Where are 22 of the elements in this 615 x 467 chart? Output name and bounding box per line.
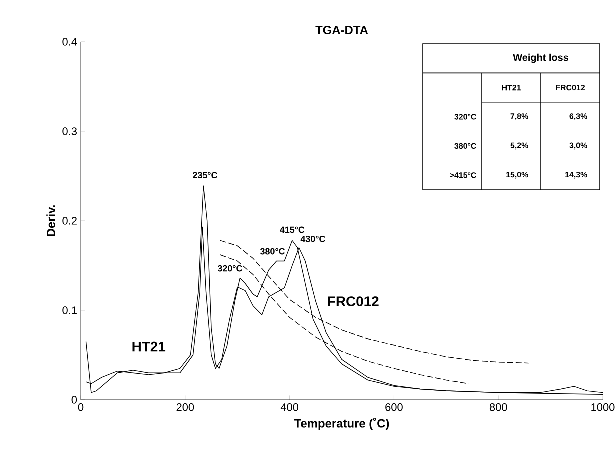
x-tick-label: 1000	[592, 404, 615, 412]
chart-title: TGA-DTA	[316, 26, 368, 34]
y-axis-title: Deriv.	[46, 206, 56, 236]
x-axis-title: Temperature (˚C)	[294, 418, 390, 430]
series-label: FRC012	[328, 296, 379, 306]
y-tick-label: 0.4	[62, 38, 78, 46]
x-tick-label: 600	[386, 404, 403, 412]
y-tick-label: 0.1	[62, 306, 77, 314]
annotation: 415°C	[280, 226, 305, 234]
y-tick-label: 0	[72, 396, 78, 404]
text: Weight loss	[513, 54, 568, 64]
x-tick-label: 200	[176, 404, 194, 412]
x-tick-label: 0	[78, 404, 84, 412]
y-tick-label: 0.2	[62, 217, 77, 225]
annotation: 235°C	[193, 172, 218, 179]
annotation: 380°C	[260, 248, 286, 255]
x-tick-label: 400	[280, 404, 299, 412]
y-tick-label: 0.3	[62, 128, 78, 136]
annotation: 430°C	[300, 236, 326, 242]
series-label: HT21	[132, 342, 166, 352]
x-tick-label: 800	[490, 404, 508, 412]
annotation: 320°C	[218, 265, 242, 272]
